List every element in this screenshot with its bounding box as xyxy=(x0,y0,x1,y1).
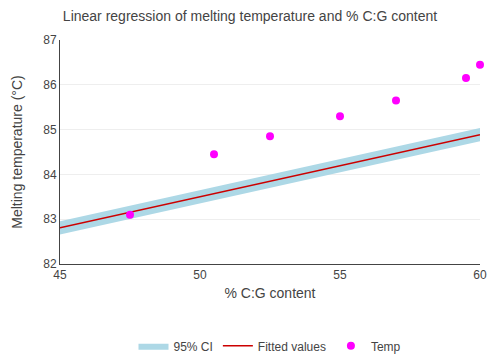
svg-text:87: 87 xyxy=(43,33,57,47)
svg-text:83: 83 xyxy=(43,212,57,226)
svg-text:% C:G content: % C:G content xyxy=(224,285,315,301)
svg-text:50: 50 xyxy=(193,268,207,282)
svg-text:55: 55 xyxy=(333,268,347,282)
svg-text:Linear regression of melting t: Linear regression of melting temperature… xyxy=(63,8,437,24)
svg-text:82: 82 xyxy=(43,257,57,271)
svg-text:Temp: Temp xyxy=(371,340,401,354)
svg-text:60: 60 xyxy=(473,268,487,282)
svg-text:84: 84 xyxy=(43,168,57,182)
svg-text:45: 45 xyxy=(53,268,67,282)
svg-text:85: 85 xyxy=(43,123,57,137)
svg-text:Melting temperature (°C): Melting temperature (°C) xyxy=(9,75,25,228)
svg-text:Fitted values: Fitted values xyxy=(258,340,326,354)
svg-text:86: 86 xyxy=(43,78,57,92)
svg-text:95% CI: 95% CI xyxy=(174,340,213,354)
